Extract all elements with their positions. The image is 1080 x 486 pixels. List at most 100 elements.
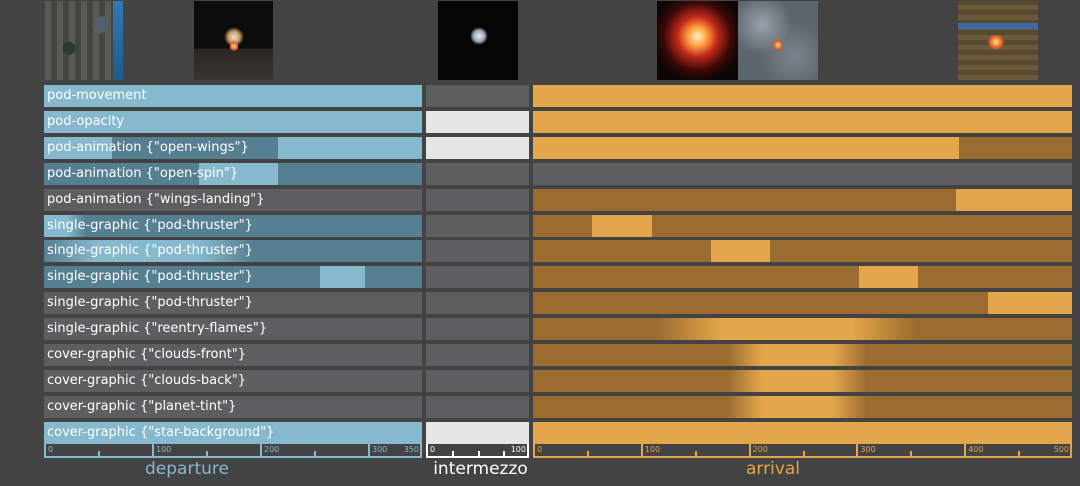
departure-segment <box>44 85 422 107</box>
row-label: pod-movement <box>47 88 147 103</box>
arrival-segment <box>533 110 1072 133</box>
departure-segment <box>44 344 422 366</box>
axis-tick-label: 400 <box>968 445 984 454</box>
axis-tick <box>1018 451 1021 458</box>
active-interval <box>988 292 1072 315</box>
row-label: single-graphic {"reentry-flames"} <box>47 321 268 337</box>
axis-tick <box>426 444 428 458</box>
timeline-row: single-graphic {"pod-thruster"} <box>44 240 1072 263</box>
timeline-row: pod-opacity <box>44 110 1072 133</box>
axis-tick-label: 300 <box>860 445 876 454</box>
arrival-segment <box>533 395 1072 418</box>
axis-tick-label: 100 <box>510 445 526 454</box>
intermezzo-segment <box>426 214 529 237</box>
pod-launch-thumbnail <box>194 1 273 80</box>
active-interval <box>958 136 1072 159</box>
departure-segment <box>44 292 422 315</box>
axis-tick <box>964 444 967 458</box>
active-interval <box>44 214 86 237</box>
axis-tick-label: 0 <box>537 445 543 454</box>
axis-tick <box>477 451 480 458</box>
row-label: pod-animation {"open-wings"} <box>47 139 249 155</box>
axis-tick <box>910 451 913 458</box>
departure-segment <box>44 318 422 341</box>
axis-tick-label: 100 <box>156 445 172 454</box>
arrival-segment <box>533 188 1072 211</box>
intermezzo-segment <box>426 110 529 133</box>
departure-segment <box>44 188 422 211</box>
axis-tick <box>586 451 589 458</box>
intermezzo-segment <box>426 421 529 444</box>
timeline-row: single-graphic {"pod-thruster"} <box>44 214 1072 237</box>
axis-tick <box>694 451 697 458</box>
timeline-row: pod-animation {"open-wings"} <box>44 136 1072 159</box>
row-label: pod-animation {"wings-landing"} <box>47 191 265 207</box>
arrival-segment <box>533 266 1072 289</box>
arrival-segment <box>533 369 1072 392</box>
timeline-row: single-graphic {"pod-thruster"} <box>44 292 1072 315</box>
axis-tick <box>152 444 154 458</box>
active-interval <box>112 136 279 159</box>
clouds-thumbnail <box>738 1 818 80</box>
timeline-row: cover-graphic {"clouds-front"} <box>44 344 1072 366</box>
active-interval <box>592 214 652 237</box>
timeline-row: single-graphic {"pod-thruster"} <box>44 266 1072 289</box>
intermezzo-segment <box>426 188 529 211</box>
axis-line <box>44 456 422 458</box>
axis-tick-label: 500 <box>1053 445 1069 454</box>
arrival-segment <box>533 214 1072 237</box>
departure-segment <box>44 266 422 289</box>
axis-tick <box>856 444 859 458</box>
factory-thumbnail <box>45 1 125 80</box>
axis-tick-label: 350 <box>403 445 419 454</box>
row-label: cover-graphic {"planet-tint"} <box>47 398 237 414</box>
intermezzo-segment <box>426 369 529 392</box>
intermezzo-segment <box>426 292 529 315</box>
active-interval <box>198 162 279 185</box>
timeline-row: cover-graphic {"planet-tint"} <box>44 395 1072 418</box>
active-interval <box>319 266 366 289</box>
axis-tick <box>368 444 370 458</box>
departure-segment <box>44 395 422 418</box>
arrival-segment <box>533 162 1072 185</box>
timeline-row: cover-graphic {"star-background"} <box>44 421 1072 444</box>
axis-tick <box>260 444 262 458</box>
axis-tick <box>420 444 422 458</box>
row-label: single-graphic {"pod-thruster"} <box>47 295 253 311</box>
axis-tick <box>44 444 46 458</box>
active-interval <box>859 266 919 289</box>
axis-tick <box>802 451 805 458</box>
active-interval <box>656 318 916 341</box>
departure-segment <box>44 240 422 263</box>
timeline-row: pod-movement <box>44 85 1072 107</box>
intermezzo-segment <box>426 395 529 418</box>
timeline-row: pod-animation {"wings-landing"} <box>44 188 1072 211</box>
row-label: cover-graphic {"clouds-front"} <box>47 347 247 362</box>
active-interval <box>727 369 868 392</box>
active-interval <box>956 188 1072 211</box>
arrival-segment <box>533 136 1072 159</box>
axis-tick <box>1070 444 1072 458</box>
departure-section-label: departure <box>145 459 229 479</box>
intermezzo-segment <box>426 344 529 366</box>
arrival-segment <box>533 318 1072 341</box>
axis-tick <box>533 444 535 458</box>
intermezzo-axis: 0 100 <box>426 444 529 458</box>
departure-segment <box>44 421 422 444</box>
axis-tick-label: 0 <box>430 445 436 454</box>
departure-segment <box>44 162 422 185</box>
arrival-segment <box>533 240 1072 263</box>
intermezzo-segment <box>426 266 529 289</box>
departure-segment <box>44 369 422 392</box>
row-label: single-graphic {"pod-thruster"} <box>47 217 253 233</box>
axis-tick <box>98 451 100 458</box>
departure-segment <box>44 214 422 237</box>
arrival-axis: 0 100 200 300 400 500 <box>533 444 1072 458</box>
axis-tick <box>748 444 751 458</box>
row-label: single-graphic {"pod-thruster"} <box>47 269 253 285</box>
axis-tick-label: 100 <box>644 445 661 454</box>
active-interval <box>710 240 771 263</box>
timeline-row: single-graphic {"reentry-flames"} <box>44 318 1072 341</box>
axis-tick <box>206 451 208 458</box>
pod-space-thumbnail <box>438 1 518 80</box>
